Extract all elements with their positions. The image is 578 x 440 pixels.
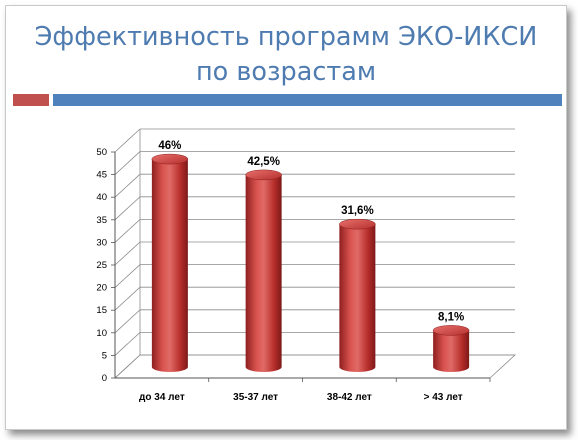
gridline-side: [114, 286, 141, 311]
bar-body: [433, 330, 470, 372]
gridline-side: [114, 332, 141, 356]
accent-bar-blue: [53, 94, 562, 106]
gridline-side: [114, 151, 141, 175]
bar-top: [432, 325, 470, 336]
data-label: 42,5%: [247, 156, 280, 168]
data-label: 31,6%: [341, 205, 374, 217]
y-axis-ticks: 0 5 10 15 20 25 30 35 40 45 50: [96, 147, 115, 384]
gridline-side: [114, 219, 141, 243]
bar: [339, 218, 376, 372]
y-tick-label: 15: [96, 305, 107, 316]
chart-bars: [151, 153, 470, 372]
x-tick-label: до 34 лет: [139, 392, 185, 403]
bar-body: [339, 224, 376, 372]
y-tick-label: 45: [96, 170, 107, 181]
x-tick-label: 38-42 лет: [327, 392, 372, 403]
y-tick-label: 10: [96, 328, 107, 339]
bar: [432, 325, 470, 372]
title-line-1: Эффективность программ ЭКО-ИКСИ: [34, 22, 538, 52]
x-tick-label: 35-37 лет: [233, 392, 278, 403]
slide: Эффективность программ ЭКО-ИКСИ по возра…: [5, 5, 567, 430]
bar: [245, 169, 282, 372]
gridline-side: [114, 173, 141, 198]
bar: [151, 153, 189, 372]
bar-top: [151, 153, 189, 165]
gridline-side: [114, 309, 141, 334]
y-tick-label: 40: [96, 192, 107, 203]
y-tick-label: 25: [96, 260, 107, 271]
gridline-side: [114, 128, 141, 153]
y-tick-label: 0: [102, 373, 107, 384]
y-tick-label: 30: [96, 237, 107, 248]
chart-labels: 46% до 34 лет 42,5% 35-37 лет 31,6% 38-42 лет…: [139, 140, 464, 403]
data-label: 8,1%: [438, 311, 464, 323]
data-label: 46%: [158, 140, 181, 152]
bar-body: [245, 174, 282, 372]
accent-bar-red: [13, 94, 49, 106]
y-tick-label: 20: [96, 283, 107, 294]
gridline-side: [114, 264, 141, 288]
bar-top: [339, 218, 376, 230]
bar-top: [245, 169, 282, 181]
bar-body: [151, 159, 188, 372]
gridline-side: [114, 241, 141, 266]
y-tick-label: 50: [96, 147, 107, 158]
gridline-side: [114, 196, 141, 221]
y-tick-label: 35: [96, 215, 107, 226]
y-tick-label: 5: [102, 350, 107, 361]
title-line-2: по возрастам: [195, 57, 377, 87]
slide-title: Эффективность программ ЭКО-ИКСИ по возра…: [6, 20, 566, 90]
x-tick-label: > 43 лет: [424, 392, 463, 403]
